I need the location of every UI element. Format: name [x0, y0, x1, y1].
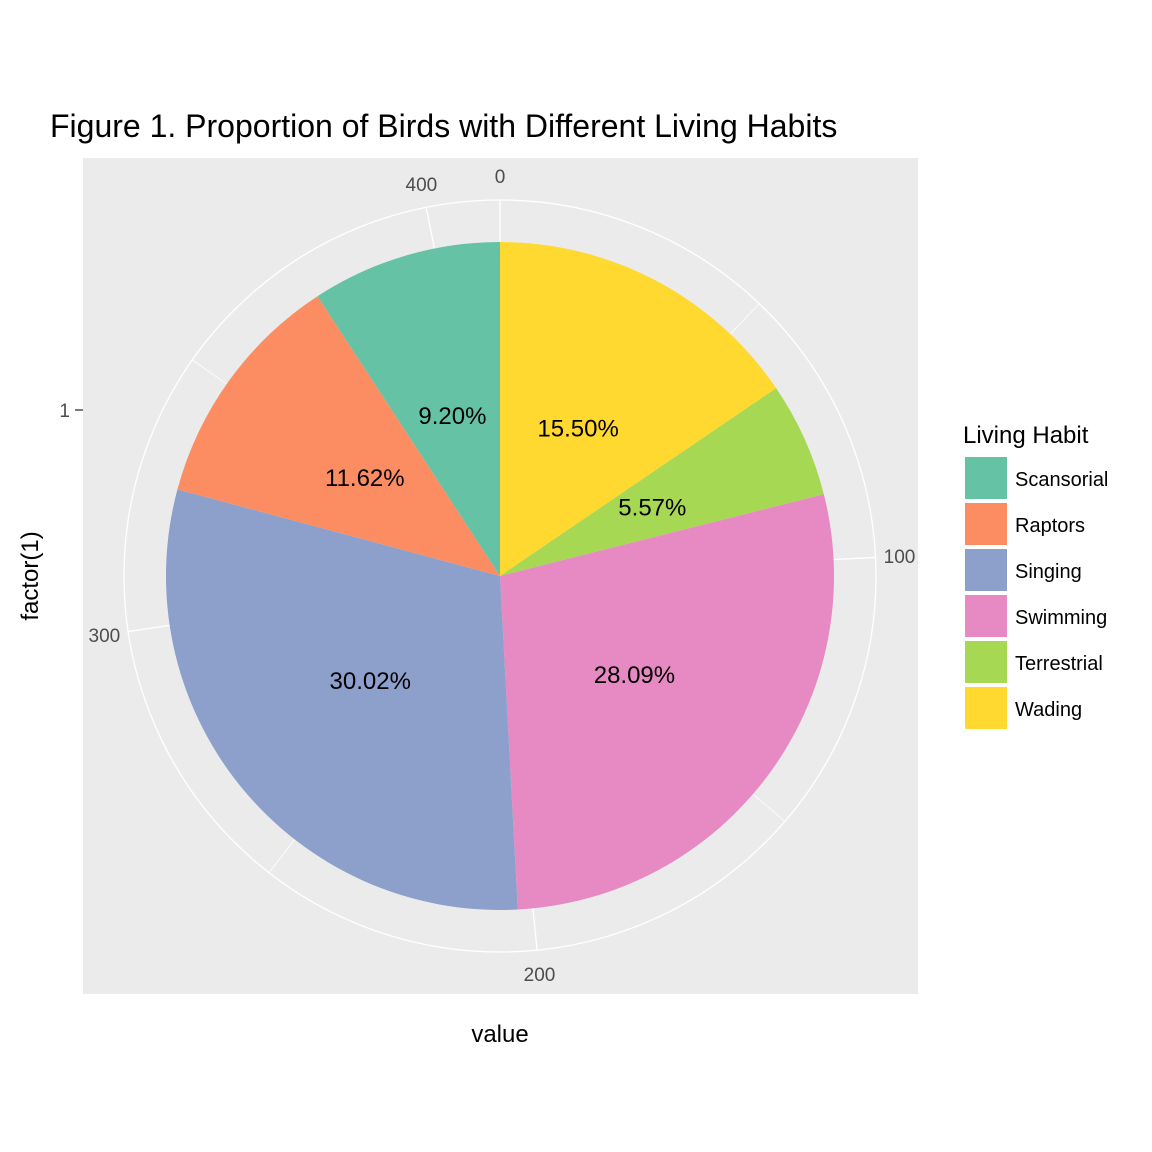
pie-slice-raptors: [177, 296, 500, 576]
slice-label-swimming: 28.09%: [594, 662, 675, 689]
legend-label-scansorial: Scansorial: [1015, 469, 1108, 491]
polar-grid: [123, 199, 877, 953]
y-axis: 1: [59, 401, 83, 422]
radial-tick-labels: 0 100 200 300 400: [89, 167, 916, 986]
legend-swatch-swimming: [965, 595, 1007, 637]
x-axis-title: value: [471, 1021, 528, 1048]
legend-label-singing: Singing: [1015, 561, 1082, 583]
pie-slice-wading: [500, 242, 777, 576]
legend-label-wading: Wading: [1015, 699, 1082, 721]
legend-swatch-scansorial: [965, 457, 1007, 499]
radial-tick-label: 100: [884, 547, 916, 568]
pie-slice-swimming: [500, 494, 834, 910]
y-tick-label: 1: [59, 401, 70, 422]
grid-spoke: [729, 303, 760, 335]
pie-slice-singing: [166, 489, 518, 910]
legend-label-terrestrial: Terrestrial: [1015, 653, 1103, 675]
legend-label-raptors: Raptors: [1015, 515, 1085, 537]
slice-label-singing: 30.02%: [330, 668, 411, 695]
slice-label-raptors: 11.62%: [325, 465, 405, 492]
slice-label-terrestrial: 5.57%: [618, 495, 686, 522]
grid-spoke: [532, 908, 538, 951]
legend-swatch-singing: [965, 549, 1007, 591]
grid-spoke: [192, 359, 227, 385]
chart-title: Figure 1. Proportion of Birds with Diffe…: [50, 108, 837, 144]
pie-slice-terrestrial: [500, 388, 824, 576]
grid-spoke: [425, 207, 436, 249]
legend-swatch-terrestrial: [965, 641, 1007, 683]
radial-tick-label: 300: [89, 626, 121, 647]
slice-labels: 15.50% 5.57% 28.09% 30.02% 11.62% 9.20%: [325, 403, 686, 695]
legend-swatch-raptors: [965, 503, 1007, 545]
pie-slice-scansorial: [317, 242, 500, 576]
pie-slices: [166, 242, 834, 910]
radial-tick-label: 0: [495, 167, 506, 188]
grid-spoke: [752, 793, 786, 822]
slice-label-wading: 15.50%: [537, 415, 618, 442]
grid-spoke: [268, 839, 296, 873]
grid-spoke: [128, 624, 170, 633]
grid-spoke: [833, 556, 876, 561]
radial-tick-label: 400: [406, 175, 438, 196]
y-axis-title: factor(1): [17, 531, 44, 620]
legend-label-swimming: Swimming: [1015, 607, 1107, 629]
legend-title: Living Habit: [963, 422, 1089, 449]
slice-label-scansorial: 9.20%: [418, 403, 486, 430]
legend-swatch-wading: [965, 687, 1007, 729]
legend: Living Habit Scansorial Raptors Singing Swi…: [963, 422, 1108, 729]
legend-items: Scansorial Raptors Singing Swimming Terrestr…: [965, 457, 1108, 729]
radial-tick-label: 200: [524, 965, 556, 986]
